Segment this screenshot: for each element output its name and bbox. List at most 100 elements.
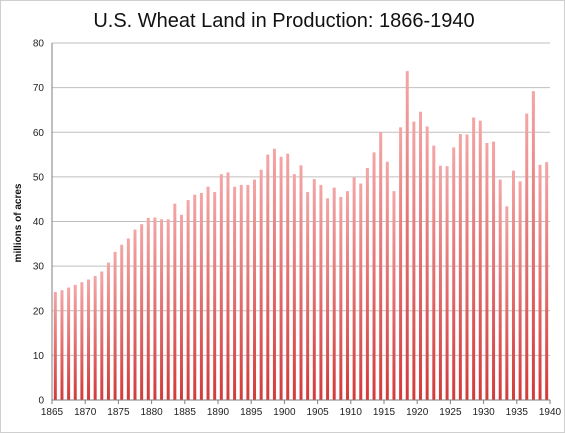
y-tick-label-70: 70 xyxy=(33,83,45,94)
bar-1903 xyxy=(299,165,303,400)
bar-1930 xyxy=(478,120,482,401)
bar-1879 xyxy=(140,224,144,400)
bar-1890 xyxy=(213,192,217,400)
bar-1877 xyxy=(126,238,130,400)
bar-1916 xyxy=(385,161,389,400)
bar-1905 xyxy=(312,179,316,400)
bar-1875 xyxy=(113,251,117,400)
bar-1920 xyxy=(412,121,416,400)
x-tick-label-1905: 1905 xyxy=(306,407,329,418)
bar-1921 xyxy=(419,111,423,400)
x-tick-label-1895: 1895 xyxy=(240,407,263,418)
bar-1887 xyxy=(193,194,197,400)
bar-1894 xyxy=(239,184,243,400)
bar-1867 xyxy=(60,290,64,400)
y-tick-label-30: 30 xyxy=(33,262,45,273)
bar-1910 xyxy=(345,191,349,400)
bar-1929 xyxy=(472,117,476,401)
bar-1925 xyxy=(445,166,449,400)
bar-1932 xyxy=(492,141,496,400)
bar-1897 xyxy=(259,169,263,400)
y-axis-label: millions of acres xyxy=(13,183,24,262)
y-tick-label-50: 50 xyxy=(33,172,45,183)
x-tick-label-1865: 1865 xyxy=(41,407,64,418)
bar-1922 xyxy=(425,126,429,400)
bar-1899 xyxy=(272,148,276,400)
bar-1918 xyxy=(399,127,403,400)
bar-1926 xyxy=(452,147,456,400)
bar-1888 xyxy=(199,192,203,400)
bar-1900 xyxy=(279,156,283,400)
bar-1872 xyxy=(93,275,97,400)
bar-1927 xyxy=(458,134,462,400)
bar-1886 xyxy=(186,200,190,400)
bar-1911 xyxy=(352,177,356,400)
bar-1904 xyxy=(306,192,310,400)
x-tick-label-1920: 1920 xyxy=(406,407,429,418)
x-tick-label-1875: 1875 xyxy=(107,407,130,418)
bar-1869 xyxy=(73,284,77,400)
bar-1896 xyxy=(253,179,257,400)
bar-1878 xyxy=(133,229,137,400)
bar-1924 xyxy=(438,165,442,400)
x-tick-label-1870: 1870 xyxy=(74,407,97,418)
bar-1876 xyxy=(120,244,124,400)
y-tick-label-0: 0 xyxy=(38,396,44,407)
bar-1935 xyxy=(511,170,515,400)
bar-1885 xyxy=(179,214,183,400)
bar-1882 xyxy=(160,219,164,400)
y-tick-label-40: 40 xyxy=(33,217,45,228)
x-tick-label-1930: 1930 xyxy=(472,407,495,418)
bar-1938 xyxy=(531,91,535,400)
bar-1866 xyxy=(53,292,57,400)
bar-1892 xyxy=(226,172,230,400)
y-tick-label-20: 20 xyxy=(33,306,45,317)
bar-1907 xyxy=(326,198,330,400)
bar-1914 xyxy=(372,152,376,400)
bar-1880 xyxy=(146,217,150,400)
bar-1940 xyxy=(545,162,549,400)
bar-1928 xyxy=(465,134,469,400)
x-tick-label-1885: 1885 xyxy=(174,407,197,418)
bar-1909 xyxy=(339,196,343,400)
x-tick-label-1890: 1890 xyxy=(207,407,230,418)
bar-1919 xyxy=(405,71,409,401)
bar-1889 xyxy=(206,186,210,400)
bar-1912 xyxy=(359,183,363,400)
bar-1895 xyxy=(246,184,250,400)
bar-1871 xyxy=(87,279,91,400)
bar-1913 xyxy=(365,167,369,400)
bar-1893 xyxy=(233,186,237,400)
bar-1868 xyxy=(67,287,71,400)
bar-1917 xyxy=(392,191,396,400)
bar-1898 xyxy=(266,154,270,400)
bar-1931 xyxy=(485,142,489,400)
x-tick-label-1935: 1935 xyxy=(506,407,529,418)
x-tick-label-1910: 1910 xyxy=(340,407,363,418)
bar-1937 xyxy=(525,113,529,400)
bar-1883 xyxy=(166,219,170,400)
bar-1881 xyxy=(153,217,157,400)
bars xyxy=(53,71,549,401)
bar-1933 xyxy=(498,179,502,400)
x-tick-label-1900: 1900 xyxy=(273,407,296,418)
x-tick-label-1880: 1880 xyxy=(140,407,163,418)
chart-title: U.S. Wheat Land in Production: 1866-1940 xyxy=(93,10,474,32)
axes: 0 10 20 30 40 50 60 70 80 1865 1870 1875 1880 1885 189… xyxy=(33,39,562,419)
x-tick-label-1915: 1915 xyxy=(373,407,396,418)
bar-1884 xyxy=(173,203,177,400)
x-tick-label-1940: 1940 xyxy=(539,407,562,418)
y-tick-label-60: 60 xyxy=(33,128,45,139)
bar-1902 xyxy=(292,174,296,400)
bar-1939 xyxy=(538,164,542,400)
y-tick-label-10: 10 xyxy=(33,351,45,362)
bar-1891 xyxy=(219,174,223,400)
bar-1908 xyxy=(332,187,336,400)
bar-1923 xyxy=(432,145,436,400)
bar-1874 xyxy=(106,262,110,400)
bar-1873 xyxy=(100,271,104,400)
y-tick-label-80: 80 xyxy=(33,39,45,50)
bar-1915 xyxy=(379,132,383,400)
bar-1906 xyxy=(319,184,323,400)
